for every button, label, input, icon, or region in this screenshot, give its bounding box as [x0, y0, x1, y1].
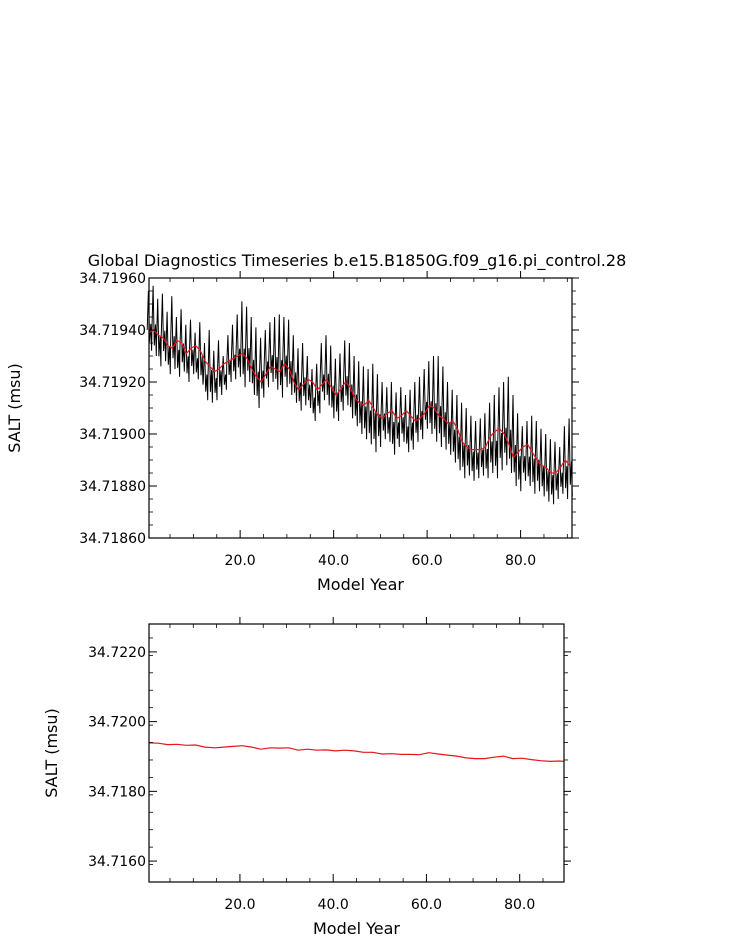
series-line-monthly: [146, 285, 573, 505]
y-tick-label: 34.7220: [88, 645, 146, 661]
y-tick-label: 34.71960: [79, 271, 146, 287]
y-tick-label: 34.71920: [79, 375, 146, 391]
y-tick-label: 34.7200: [88, 715, 146, 731]
x-axis-label: Model Year: [313, 919, 400, 938]
bottom-panel: 20.0 40.0 60.0 80.0 34.7160 34.7180 34.7200 34.…: [42, 617, 571, 938]
x-tick-label: 80.0: [504, 897, 535, 913]
plot-frame: [148, 623, 565, 883]
y-axis-label: SALT (msu): [5, 363, 24, 453]
y-tick-label: 34.71880: [79, 479, 146, 495]
x-tick-label: 20.0: [225, 553, 256, 569]
x-tick-label: 40.0: [318, 897, 349, 913]
x-tick-label: 40.0: [318, 553, 349, 569]
series-line-annual: [148, 742, 565, 763]
y-tick-label: 34.71860: [79, 531, 146, 547]
x-tick-label: 60.0: [411, 897, 442, 913]
y-tick-label: 34.7160: [88, 854, 146, 870]
y-tick-label: 34.71940: [79, 323, 146, 339]
series-line-annual: [148, 329, 571, 474]
y-tick-label: 34.71900: [79, 427, 146, 443]
y-axis-label: SALT (msu): [42, 708, 61, 798]
x-tick-label: 80.0: [505, 553, 536, 569]
y-tick-label: 34.7180: [88, 784, 146, 800]
x-tick-label: 20.0: [224, 897, 255, 913]
chart-title: Global Diagnostics Timeseries b.e15.B185…: [88, 251, 627, 271]
top-panel: 20.0 40.0 60.0 80.0 34.71860 34.71880 34.71900…: [5, 271, 579, 594]
x-tick-label: 60.0: [412, 553, 443, 569]
x-axis-label: Model Year: [317, 575, 404, 594]
